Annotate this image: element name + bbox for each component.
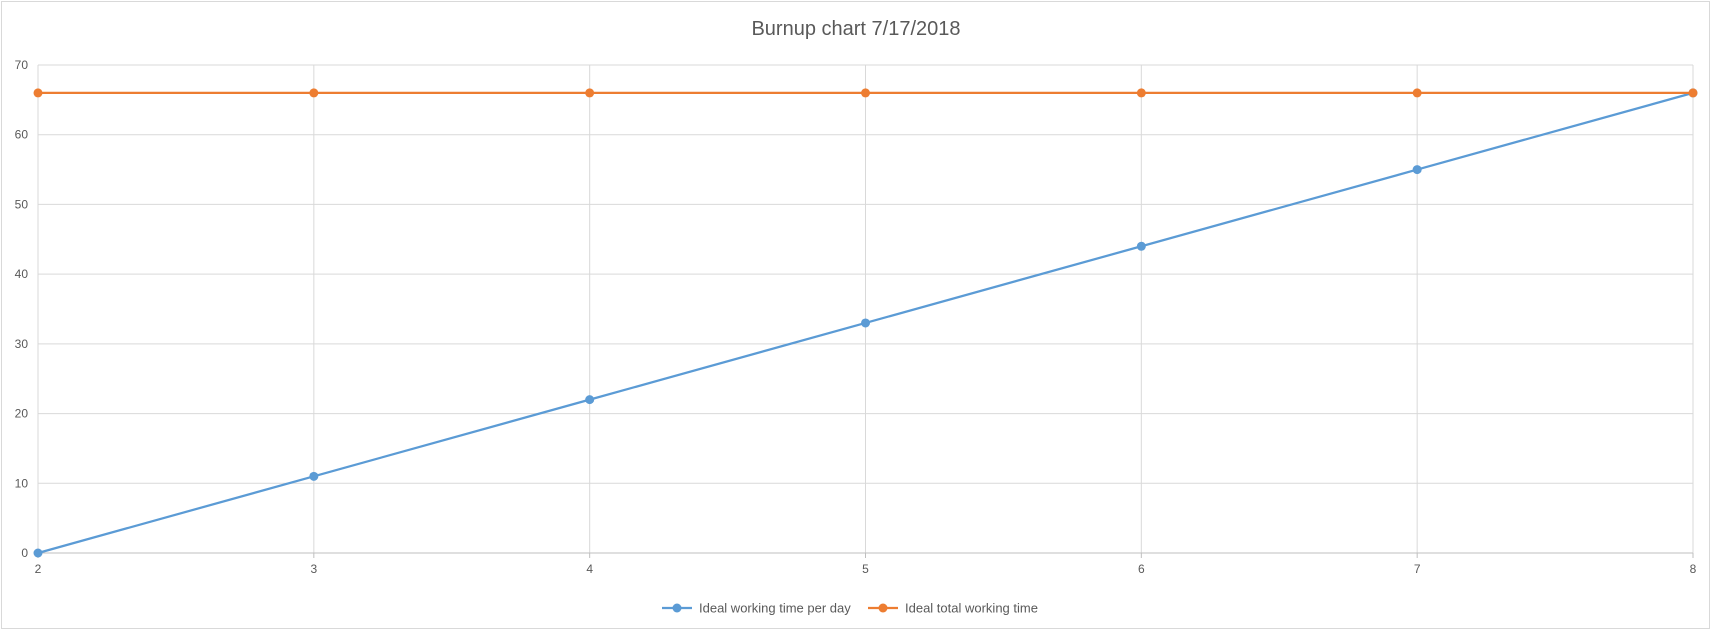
series-1-point <box>861 318 870 328</box>
grid-layer <box>37 64 1694 553</box>
y-tick-label: 10 <box>15 476 29 490</box>
series-2-point <box>1688 88 1698 98</box>
y-tick-label: 50 <box>15 197 29 211</box>
series-2-point <box>33 88 43 98</box>
x-tick-label: 6 <box>1138 562 1145 576</box>
y-tick-label: 0 <box>21 546 28 560</box>
x-tick-label: 8 <box>1690 562 1697 576</box>
series-1-point <box>585 395 595 405</box>
x-tick-label: 4 <box>586 562 593 576</box>
y-tick-label: 60 <box>15 128 29 142</box>
legend: Ideal working time per day Ideal total wo… <box>662 601 1038 616</box>
x-tick-label: 5 <box>862 562 869 576</box>
y-tick-label: 20 <box>15 407 29 421</box>
series-2-point <box>1136 88 1146 98</box>
series-2-point <box>861 88 870 98</box>
x-tick-label: 7 <box>1414 562 1421 576</box>
series-1-point <box>1136 241 1146 251</box>
legend-label: Ideal total working time <box>905 601 1038 616</box>
series-1-point <box>33 548 43 558</box>
y-tick-label: 70 <box>15 58 29 72</box>
x-tick-label: 3 <box>310 562 317 576</box>
axis-layer: 0 10 20 30 40 50 60 70 2 3 4 5 6 7 8 <box>15 58 1697 576</box>
series-2-point <box>309 88 319 98</box>
series-2-point <box>585 88 595 98</box>
series-2-point <box>1412 88 1422 98</box>
series-1-point <box>309 471 319 481</box>
chart-title: Burnup chart 7/17/2018 <box>751 18 960 40</box>
series-1-point <box>1412 165 1422 175</box>
y-tick-label: 30 <box>15 337 29 351</box>
legend-label: Ideal working time per day <box>699 601 851 616</box>
y-tick-label: 40 <box>15 267 29 281</box>
x-tick-label: 2 <box>35 562 42 576</box>
series-layer <box>33 88 1698 558</box>
legend-swatch-marker <box>672 603 682 613</box>
legend-swatch-marker <box>878 603 888 613</box>
